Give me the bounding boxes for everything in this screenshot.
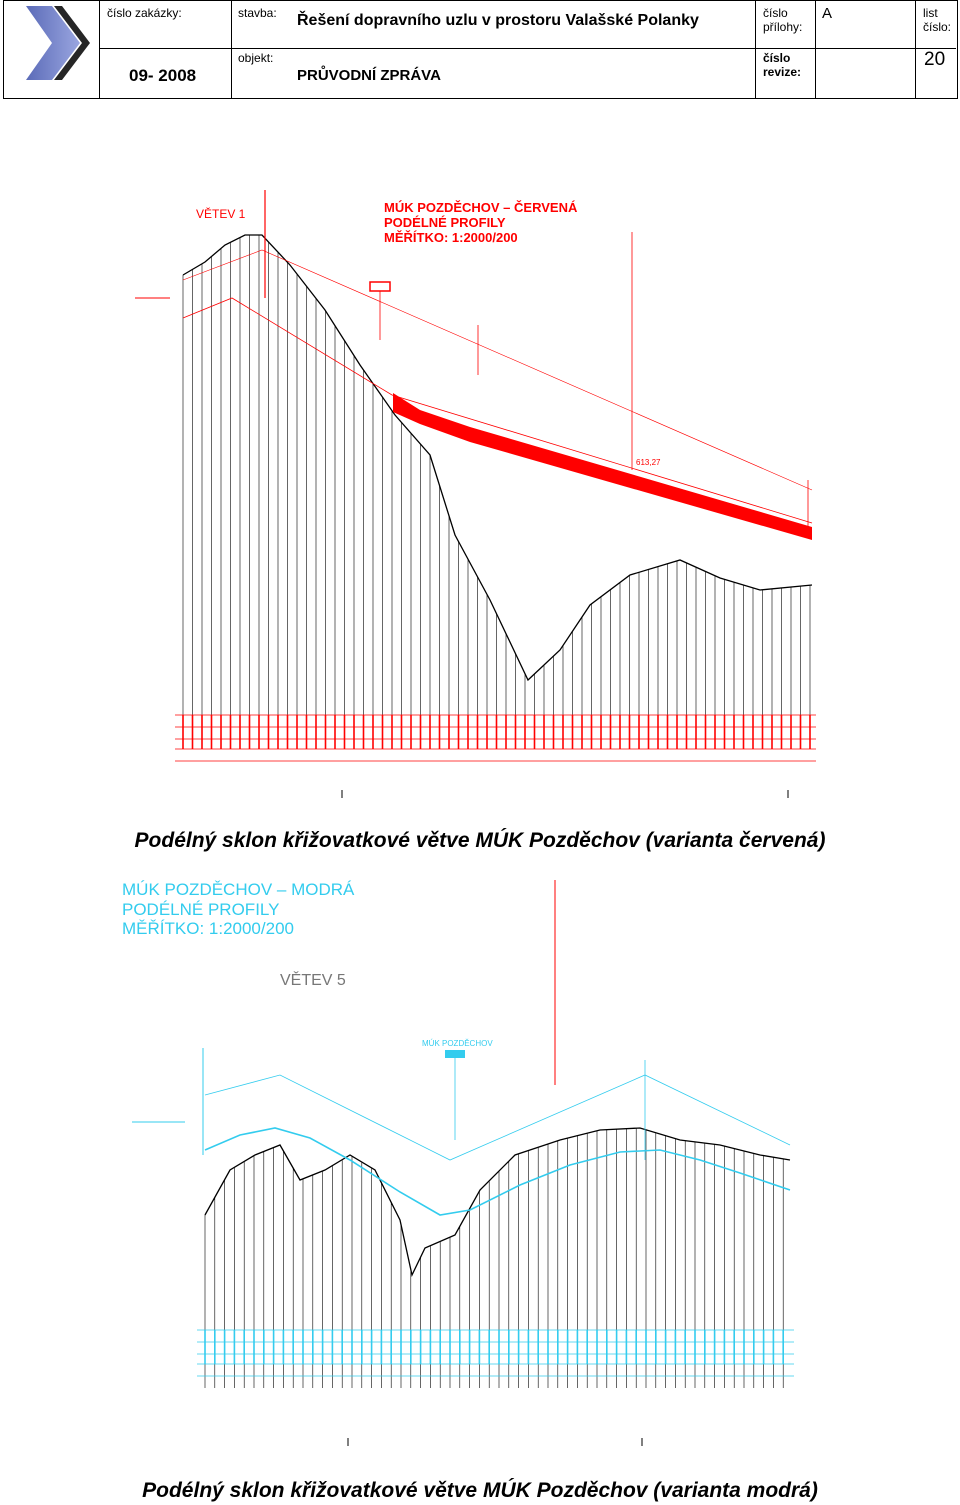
fig1-grade-line [182,297,813,524]
fig1-title-line1: MÚK POZDĚCHOV – ČERVENÁ [384,200,578,215]
attachment-label-line1: číslo [763,6,788,20]
title-block: číslo zakázky: 09- 2008 stavba: Řešení d… [3,0,958,99]
sheet-label-line1: list [923,6,938,20]
fig2-title-line3: MĚŘÍTKO: 1:2000/200 [122,919,294,938]
object-value: PRŮVODNÍ ZPRÁVA [297,67,441,84]
order-number-label: číslo zakázky: [107,6,182,20]
longitudinal-profile-blue: MÚK POZDĚCHOV – MODRÁ PODÉLNÉ PROFILY MĚ… [122,880,794,1446]
order-number-value: 09- 2008 [129,66,197,85]
construction-value: Řešení dopravního uzlu v prostoru Valašs… [297,12,699,29]
revision-label-line1: číslo [763,51,791,65]
object-label: objekt: [238,51,274,65]
attachment-label-line2: přílohy: [763,20,803,34]
fig2-branch-label: VĚTEV 5 [280,970,346,989]
fig2-marker-label: MÚK POZDĚCHOV [422,1039,493,1048]
revision-label-line2: revize: [763,65,802,79]
longitudinal-profile-red: MÚK POZDĚCHOV – ČERVENÁ PODÉLNÉ PROFILY … [135,190,816,798]
fig2-terrain-line [204,1127,791,1277]
fig1-tangent-line [182,249,813,491]
logo-cell [4,1,100,98]
construction-label: stavba: [238,6,277,20]
sheet-number-value: 20 [924,49,946,70]
company-logo-icon [26,6,90,80]
fig1-title-line2: PODÉLNÉ PROFILY [384,215,506,230]
fig2-title-line2: PODÉLNÉ PROFILY [122,900,279,919]
fig1-red-fill-band [393,393,812,540]
fig2-bridge-marker-icon [445,1050,465,1058]
fig2-title-line1: MÚK POZDĚCHOV – MODRÁ [122,880,355,899]
fig1-elevation-label: 613,27 [636,458,661,467]
caption-blue-variant: Podélný sklon křižovatkové větve MÚK Poz… [142,1479,818,1502]
fig2-grade-curve [204,1127,791,1216]
caption-red-variant: Podélný sklon křižovatkové větve MÚK Poz… [134,829,826,852]
fig1-bridge-marker-icon [369,281,391,292]
sheet-label-line2: číslo: [923,20,952,34]
fig2-tangent-line [204,1074,791,1161]
fig1-title-line3: MĚŘÍTKO: 1:2000/200 [384,230,518,245]
fig1-branch-label: VĚTEV 1 [196,206,246,221]
fig1-terrain-line [182,234,813,682]
attachment-value: A [822,5,833,22]
